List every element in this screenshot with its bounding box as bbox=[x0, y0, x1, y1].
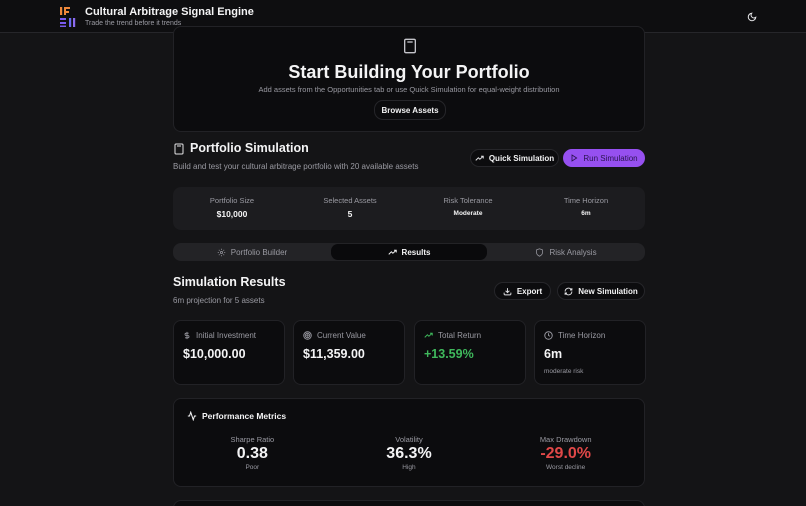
app-title: Cultural Arbitrage Signal Engine bbox=[85, 6, 254, 18]
stat-initial-investment: Initial Investment $10,000.00 bbox=[173, 320, 285, 385]
stat-label: Time Horizon bbox=[558, 331, 606, 340]
gear-icon bbox=[217, 248, 226, 257]
summary-value: 5 bbox=[347, 209, 353, 219]
new-simulation-label: New Simulation bbox=[578, 286, 638, 296]
metric-label: Sharpe Ratio bbox=[230, 435, 275, 444]
summary-label: Portfolio Size bbox=[209, 196, 255, 205]
simulation-results-title: Simulation Results bbox=[173, 275, 286, 289]
metric-volatility: Volatility 36.3% High bbox=[331, 435, 488, 471]
metric-max-drawdown: Max Drawdown -29.0% Worst decline bbox=[487, 435, 644, 471]
stat-label: Current Value bbox=[317, 331, 366, 340]
stat-value: +13.59% bbox=[424, 347, 474, 361]
download-icon bbox=[503, 287, 512, 296]
portfolio-simulation-title: Portfolio Simulation bbox=[190, 141, 309, 155]
tab-results[interactable]: Results bbox=[331, 244, 487, 260]
summary-label: Risk Tolerance bbox=[443, 196, 493, 205]
empty-state-card: Start Building Your Portfolio Add assets… bbox=[173, 26, 645, 132]
metric-note: Poor bbox=[245, 464, 260, 471]
stat-total-return: Total Return +13.59% bbox=[414, 320, 526, 385]
activity-icon bbox=[187, 411, 197, 421]
summary-portfolio-size: Portfolio Size $10,000 bbox=[173, 187, 291, 230]
stat-note: moderate risk bbox=[544, 368, 584, 375]
metric-note: Worst decline bbox=[546, 464, 586, 471]
tab-label: Results bbox=[401, 247, 431, 257]
metric-label: Volatility bbox=[395, 435, 423, 444]
empty-state-title: Start Building Your Portfolio bbox=[288, 62, 530, 82]
summary-selected-assets: Selected Assets 5 bbox=[291, 187, 409, 230]
empty-state-description: Add assets from the Opportunities tab or… bbox=[258, 85, 560, 94]
next-section-card bbox=[173, 500, 645, 506]
summary-risk-tolerance: Risk Tolerance Moderate bbox=[409, 187, 527, 230]
portfolio-simulation-description: Build and test your cultural arbitrage p… bbox=[173, 162, 419, 171]
summary-time-horizon: Time Horizon 6m bbox=[527, 187, 645, 230]
performance-title: Performance Metrics bbox=[202, 411, 287, 421]
metric-sharpe-ratio: Sharpe Ratio 0.38 Poor bbox=[174, 435, 331, 471]
quick-simulation-button[interactable]: Quick Simulation bbox=[470, 149, 559, 167]
browse-assets-button[interactable]: Browse Assets bbox=[374, 100, 446, 120]
summary-value: Moderate bbox=[453, 210, 483, 217]
logo-icon bbox=[59, 6, 77, 28]
stat-current-value: Current Value $11,359.00 bbox=[293, 320, 405, 385]
export-button[interactable]: Export bbox=[494, 282, 551, 300]
app-subtitle: Trade the trend before it trends bbox=[85, 20, 182, 27]
refresh-icon bbox=[564, 287, 573, 296]
stat-value: $10,000.00 bbox=[183, 347, 246, 361]
new-simulation-button[interactable]: New Simulation bbox=[557, 282, 645, 300]
shield-icon bbox=[535, 247, 544, 257]
trending-up-icon bbox=[475, 154, 484, 163]
calculator-icon bbox=[173, 142, 185, 156]
tab-risk-analysis[interactable]: Risk Analysis bbox=[489, 244, 643, 260]
stat-value: 6m bbox=[544, 347, 563, 361]
moon-icon bbox=[747, 12, 757, 22]
play-icon bbox=[570, 154, 578, 162]
run-simulation-button[interactable]: Run Simulation bbox=[563, 149, 645, 167]
stat-label: Initial Investment bbox=[196, 331, 257, 340]
stat-label: Total Return bbox=[438, 331, 482, 340]
simulation-tabs: Portfolio Builder Results Risk Analysis bbox=[173, 243, 645, 261]
theme-toggle-button[interactable] bbox=[744, 9, 760, 25]
performance-metrics-card: Performance Metrics Sharpe Ratio 0.38 Po… bbox=[173, 398, 645, 487]
metric-value: 0.38 bbox=[236, 445, 268, 462]
metric-label: Max Drawdown bbox=[539, 435, 592, 444]
stat-time-horizon: Time Horizon 6m moderate risk bbox=[534, 320, 646, 385]
metric-note: High bbox=[402, 464, 416, 471]
trending-up-icon bbox=[424, 331, 433, 340]
trending-up-icon bbox=[387, 248, 397, 257]
metric-value: 36.3% bbox=[386, 445, 432, 462]
summary-label: Selected Assets bbox=[323, 196, 377, 205]
calculator-icon bbox=[402, 38, 418, 54]
clock-icon bbox=[544, 331, 553, 340]
export-label: Export bbox=[516, 286, 543, 296]
stat-value: $11,359.00 bbox=[303, 347, 365, 361]
quick-simulation-label: Quick Simulation bbox=[488, 153, 555, 163]
dollar-icon bbox=[183, 331, 191, 340]
tab-label: Portfolio Builder bbox=[230, 247, 288, 257]
run-simulation-label: Run Simulation bbox=[583, 153, 638, 163]
summary-label: Time Horizon bbox=[563, 196, 609, 205]
metric-value: -29.0% bbox=[540, 445, 592, 462]
target-icon bbox=[303, 331, 312, 340]
tab-portfolio-builder[interactable]: Portfolio Builder bbox=[175, 244, 329, 260]
tab-label: Risk Analysis bbox=[549, 247, 597, 257]
summary-value: 6m bbox=[581, 210, 591, 217]
summary-value: $10,000 bbox=[216, 209, 248, 219]
simulation-results-description: 6m projection for 5 assets bbox=[173, 296, 265, 305]
portfolio-summary: Portfolio Size $10,000 Selected Assets 5… bbox=[173, 187, 645, 230]
